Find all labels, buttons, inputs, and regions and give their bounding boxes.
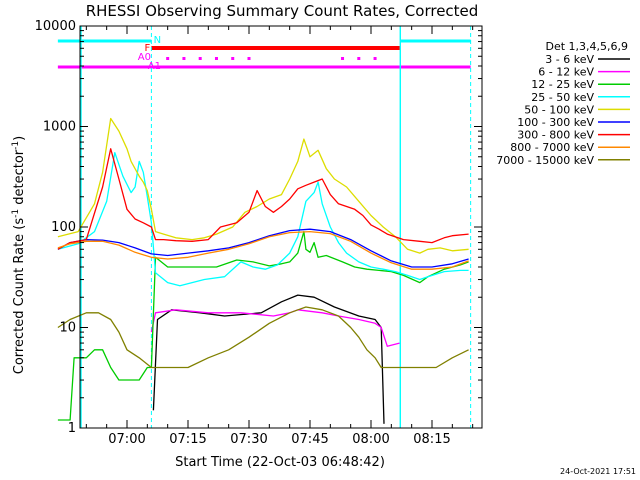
x-tick-label: 07:00: [108, 432, 145, 447]
y-axis-label-main: Corrected Count Rate (s: [12, 218, 27, 375]
series-line-2: [57, 230, 469, 421]
chart-title: RHESSI Observing Summary Count Rates, Co…: [86, 2, 479, 20]
status-dot: [198, 57, 202, 60]
status-dot: [182, 57, 186, 60]
legend-label: 25 - 50 keV: [531, 91, 594, 104]
attenuator-label: A0: [138, 52, 151, 63]
status-dot: [341, 57, 345, 60]
legend-label: 100 - 300 keV: [517, 116, 594, 129]
series-line-3: [57, 151, 469, 287]
y-tick-label: 10000: [35, 19, 76, 34]
y-axis-label-tail-sup: -1: [11, 141, 21, 150]
y-axis-label-tail: detector: [12, 149, 27, 209]
y-axis-label-close: ): [12, 136, 27, 141]
y-axis-label-sup: -1: [11, 209, 21, 218]
status-dot: [373, 57, 377, 60]
y-axis-label: Corrected Count Rate (s-1 detector-1): [11, 136, 27, 374]
attenuator-label: N: [154, 35, 161, 46]
legend-label: 7000 - 15000 keV: [496, 154, 594, 167]
y-tick-label: 100: [51, 220, 76, 235]
attenuator-label: A1: [148, 61, 161, 72]
status-dot: [214, 57, 218, 60]
x-tick-label: 08:15: [413, 432, 450, 447]
x-tick-label: 07:15: [169, 432, 206, 447]
x-tick-label: 07:30: [230, 432, 267, 447]
legend-label: 12 - 25 keV: [531, 78, 594, 91]
timestamp: 24-Oct-2021 17:51: [560, 467, 636, 476]
attenuator-label: F: [145, 43, 151, 54]
legend-label: 800 - 7000 keV: [510, 141, 594, 154]
status-dot: [166, 57, 170, 60]
x-tick-label: 07:45: [291, 432, 328, 447]
status-dot: [357, 57, 361, 60]
series-line-4: [57, 117, 469, 254]
x-axis-label: Start Time (22-Oct-03 06:48:42): [175, 455, 385, 470]
series-line-7: [57, 230, 469, 270]
y-tick-label: 1000: [43, 120, 76, 135]
status-dot: [231, 57, 235, 60]
series-line-8: [57, 306, 469, 369]
legend-label: 3 - 6 keV: [545, 53, 594, 66]
series-line-6: [57, 148, 469, 250]
series-layer: [57, 117, 469, 424]
series-line-5: [57, 228, 469, 268]
y-tick-label: 10: [59, 321, 76, 336]
status-dot: [247, 57, 251, 60]
y-tick-label: 1: [68, 421, 76, 436]
axes: 1 10 100 1000 10000 07:00 07:15 07:30 07:45 08:00…: [35, 19, 483, 447]
x-tick-label: 08:00: [352, 432, 389, 447]
legend-title: Det 1,3,4,5,6,9: [545, 40, 628, 53]
legend-label: 50 - 100 keV: [524, 103, 594, 116]
legend-label: 6 - 12 keV: [538, 66, 594, 79]
legend-label: 300 - 800 keV: [517, 129, 594, 142]
